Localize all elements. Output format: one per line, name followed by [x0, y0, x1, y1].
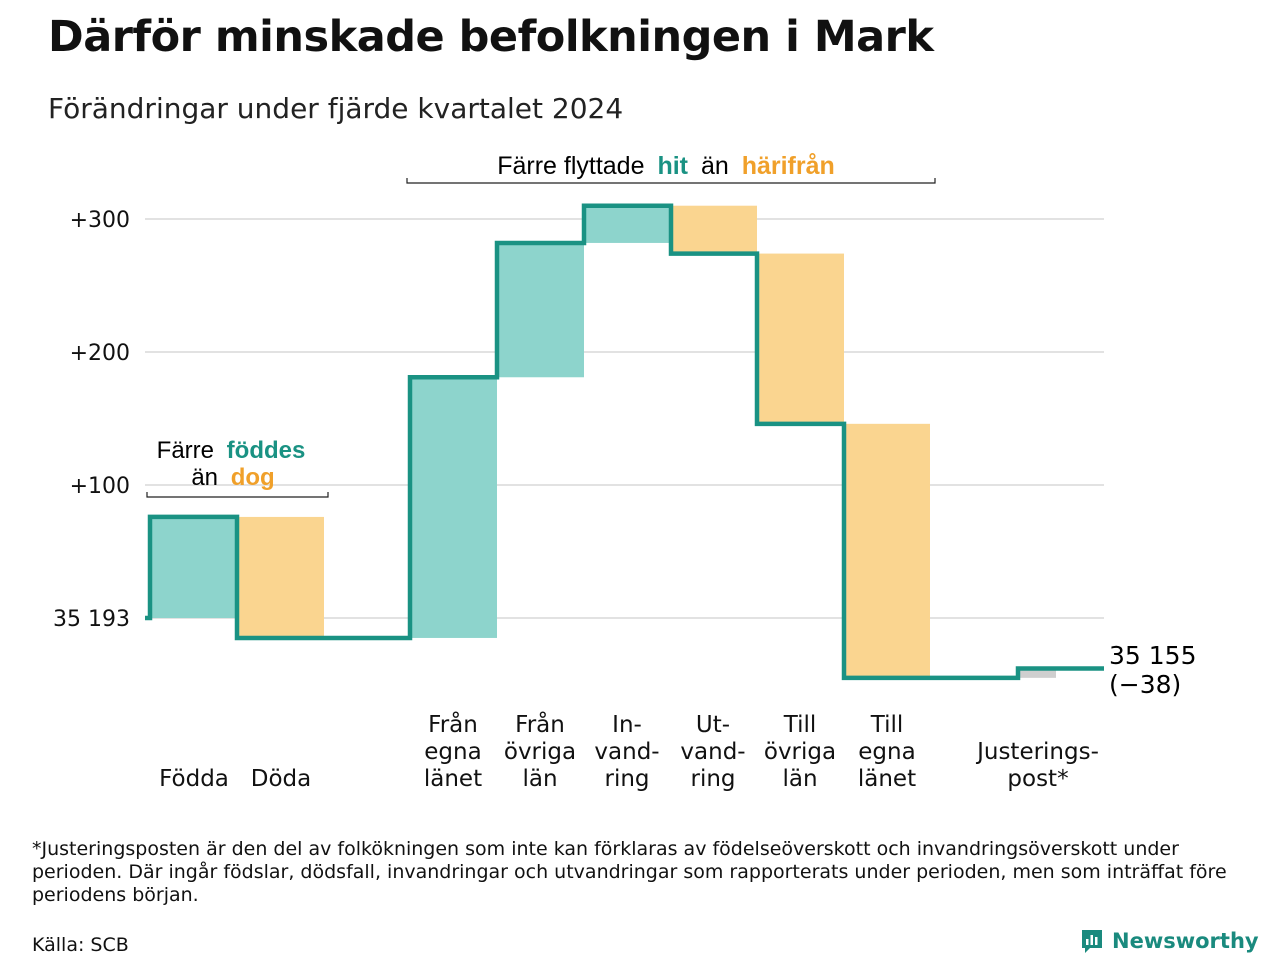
x-tick-label: post*	[1007, 766, 1068, 792]
y-tick-label: +300	[70, 208, 130, 233]
annotation-migration-connector: än	[701, 152, 729, 180]
svg-text:än dog: än dog	[191, 464, 274, 491]
end-value-label: 35 155	[1109, 641, 1196, 670]
footnote: *Justeringsposten är den del av folkökni…	[32, 838, 1227, 906]
annotation-births-prefix: Färre	[157, 437, 214, 464]
waterfall-chart: 35 193+100+200+300 Födda DödaFrånegnaläne…	[53, 152, 1196, 792]
x-tick-label: In-	[612, 712, 642, 738]
annotation-migration: Färre flyttade hit än härifrån	[406, 152, 936, 184]
x-tick-label: övriga	[764, 739, 836, 765]
x-tick-label: länet	[424, 766, 482, 792]
bar-outflow	[237, 516, 324, 638]
chart-subtitle: Förändringar under fjärde kvartalet 2024	[48, 92, 624, 125]
x-tick-label: Från	[515, 710, 565, 738]
newsworthy-chart-icon	[1082, 930, 1102, 953]
x-tick-label: länet	[858, 766, 916, 792]
x-tick-label: ring	[690, 766, 735, 792]
bar-inflow	[410, 377, 497, 638]
annotation-births-deaths: Färre föddes än dog	[146, 437, 329, 498]
bar-layer	[150, 205, 1056, 678]
x-tick-label: vand-	[680, 739, 745, 765]
brand-name: Newsworthy	[1112, 929, 1259, 953]
x-tick-label: Till	[783, 712, 817, 738]
bar-inflow	[497, 242, 584, 378]
x-tick-label: övriga	[504, 739, 576, 765]
svg-text:Färre föddes: Färre föddes	[157, 437, 306, 464]
population-level-line	[145, 203, 1104, 681]
x-tick-label: Från	[428, 710, 478, 738]
annotation-births-bracket	[146, 492, 329, 498]
y-tick-label: 35 193	[53, 607, 130, 632]
annotation-deaths-connector: än	[191, 464, 218, 491]
bar-adjustment	[1018, 668, 1056, 678]
x-tick-label: vand-	[594, 739, 659, 765]
svg-text:Färre flyttade hit: Färre flyttade hit än härifrån	[497, 152, 835, 180]
bar-outflow	[671, 205, 757, 254]
annotation-migration-highlight-out: härifrån	[742, 152, 835, 180]
end-change-label: (−38)	[1109, 670, 1181, 699]
bar-inflow	[584, 205, 671, 243]
end-value-labels: 35 155 (−38)	[1109, 641, 1196, 699]
x-tick-label: ring	[604, 766, 649, 792]
x-tick-label: Döda	[251, 766, 311, 792]
bar-outflow	[844, 423, 930, 678]
x-tick-label: Till	[870, 712, 904, 738]
annotation-migration-bracket	[406, 178, 936, 184]
annotation-migration-highlight-in: hit	[657, 152, 688, 180]
x-tick-label: län	[522, 766, 557, 792]
x-tick-label: Födda	[159, 766, 229, 792]
y-axis-ticks: 35 193 +100 +200 +300	[53, 208, 130, 632]
source-label: Källa: SCB	[32, 934, 129, 956]
annotation-births-highlight: föddes	[227, 437, 306, 464]
bar-outflow	[757, 253, 844, 424]
annotation-migration-prefix: Färre flyttade	[497, 152, 644, 180]
x-tick-label: län	[782, 766, 817, 792]
bar-inflow	[150, 516, 237, 618]
brand-logo[interactable]: Newsworthy	[1080, 928, 1259, 954]
x-tick-label: egna	[858, 739, 915, 765]
x-tick-label: egna	[424, 739, 481, 765]
y-tick-label: +100	[70, 474, 130, 499]
annotation-deaths-highlight: dog	[231, 464, 275, 491]
y-tick-label: +200	[70, 341, 130, 366]
x-tick-label: Justerings-	[975, 739, 1099, 765]
x-axis-labels: Födda DödaFrånegnalänetFrånövrigalänIn-va…	[159, 710, 1099, 792]
x-tick-label: Ut-	[696, 712, 730, 738]
chart-title: Därför minskade befolkningen i Mark	[48, 12, 934, 62]
